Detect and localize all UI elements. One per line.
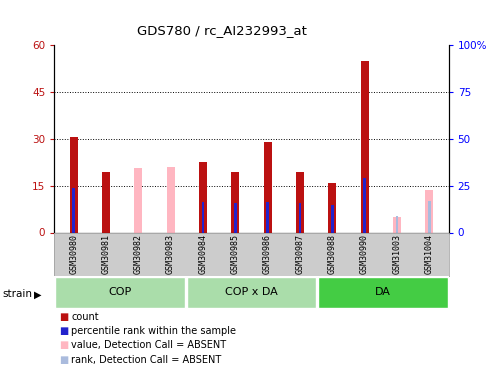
Text: GSM30982: GSM30982 — [134, 234, 143, 274]
Bar — [231, 172, 239, 232]
Text: rank, Detection Call = ABSENT: rank, Detection Call = ABSENT — [71, 355, 222, 364]
Bar — [134, 168, 142, 232]
Bar — [296, 172, 304, 232]
Text: strain: strain — [2, 290, 33, 299]
Bar — [328, 183, 336, 232]
Text: GSM31003: GSM31003 — [392, 234, 401, 274]
Text: ■: ■ — [59, 340, 69, 350]
Text: ▶: ▶ — [34, 290, 41, 300]
Text: GSM30990: GSM30990 — [360, 234, 369, 274]
Text: GDS780 / rc_AI232993_at: GDS780 / rc_AI232993_at — [137, 24, 307, 38]
Bar — [318, 278, 448, 308]
Bar — [428, 201, 430, 232]
Text: COP x DA: COP x DA — [225, 287, 278, 297]
Text: GSM30988: GSM30988 — [328, 234, 337, 274]
Bar — [167, 167, 175, 232]
Bar — [331, 206, 334, 232]
Bar — [299, 202, 301, 232]
Text: GSM30983: GSM30983 — [166, 234, 175, 274]
Bar — [393, 217, 401, 232]
Text: GSM30981: GSM30981 — [102, 234, 110, 274]
Text: COP: COP — [108, 287, 132, 297]
Bar — [360, 61, 369, 232]
Bar — [425, 190, 433, 232]
Text: GSM30985: GSM30985 — [231, 234, 240, 274]
Text: percentile rank within the sample: percentile rank within the sample — [71, 326, 237, 336]
Bar — [234, 202, 237, 232]
Bar — [72, 188, 75, 232]
Bar — [187, 278, 316, 308]
Text: ■: ■ — [59, 355, 69, 364]
Text: GSM30986: GSM30986 — [263, 234, 272, 274]
Text: GSM30984: GSM30984 — [199, 234, 208, 274]
Text: DA: DA — [375, 287, 391, 297]
Text: GSM30980: GSM30980 — [69, 234, 78, 274]
Bar — [55, 278, 185, 308]
Text: value, Detection Call = ABSENT: value, Detection Call = ABSENT — [71, 340, 227, 350]
Text: GSM31004: GSM31004 — [425, 234, 434, 274]
Bar — [199, 162, 207, 232]
Bar — [70, 137, 78, 232]
Bar — [202, 202, 204, 232]
Bar — [102, 172, 110, 232]
Text: count: count — [71, 312, 99, 322]
Text: GSM30987: GSM30987 — [295, 234, 304, 274]
Text: ■: ■ — [59, 326, 69, 336]
Bar — [266, 202, 269, 232]
Bar — [395, 216, 398, 232]
Bar — [363, 178, 366, 232]
Bar — [264, 142, 272, 232]
Text: ■: ■ — [59, 312, 69, 322]
